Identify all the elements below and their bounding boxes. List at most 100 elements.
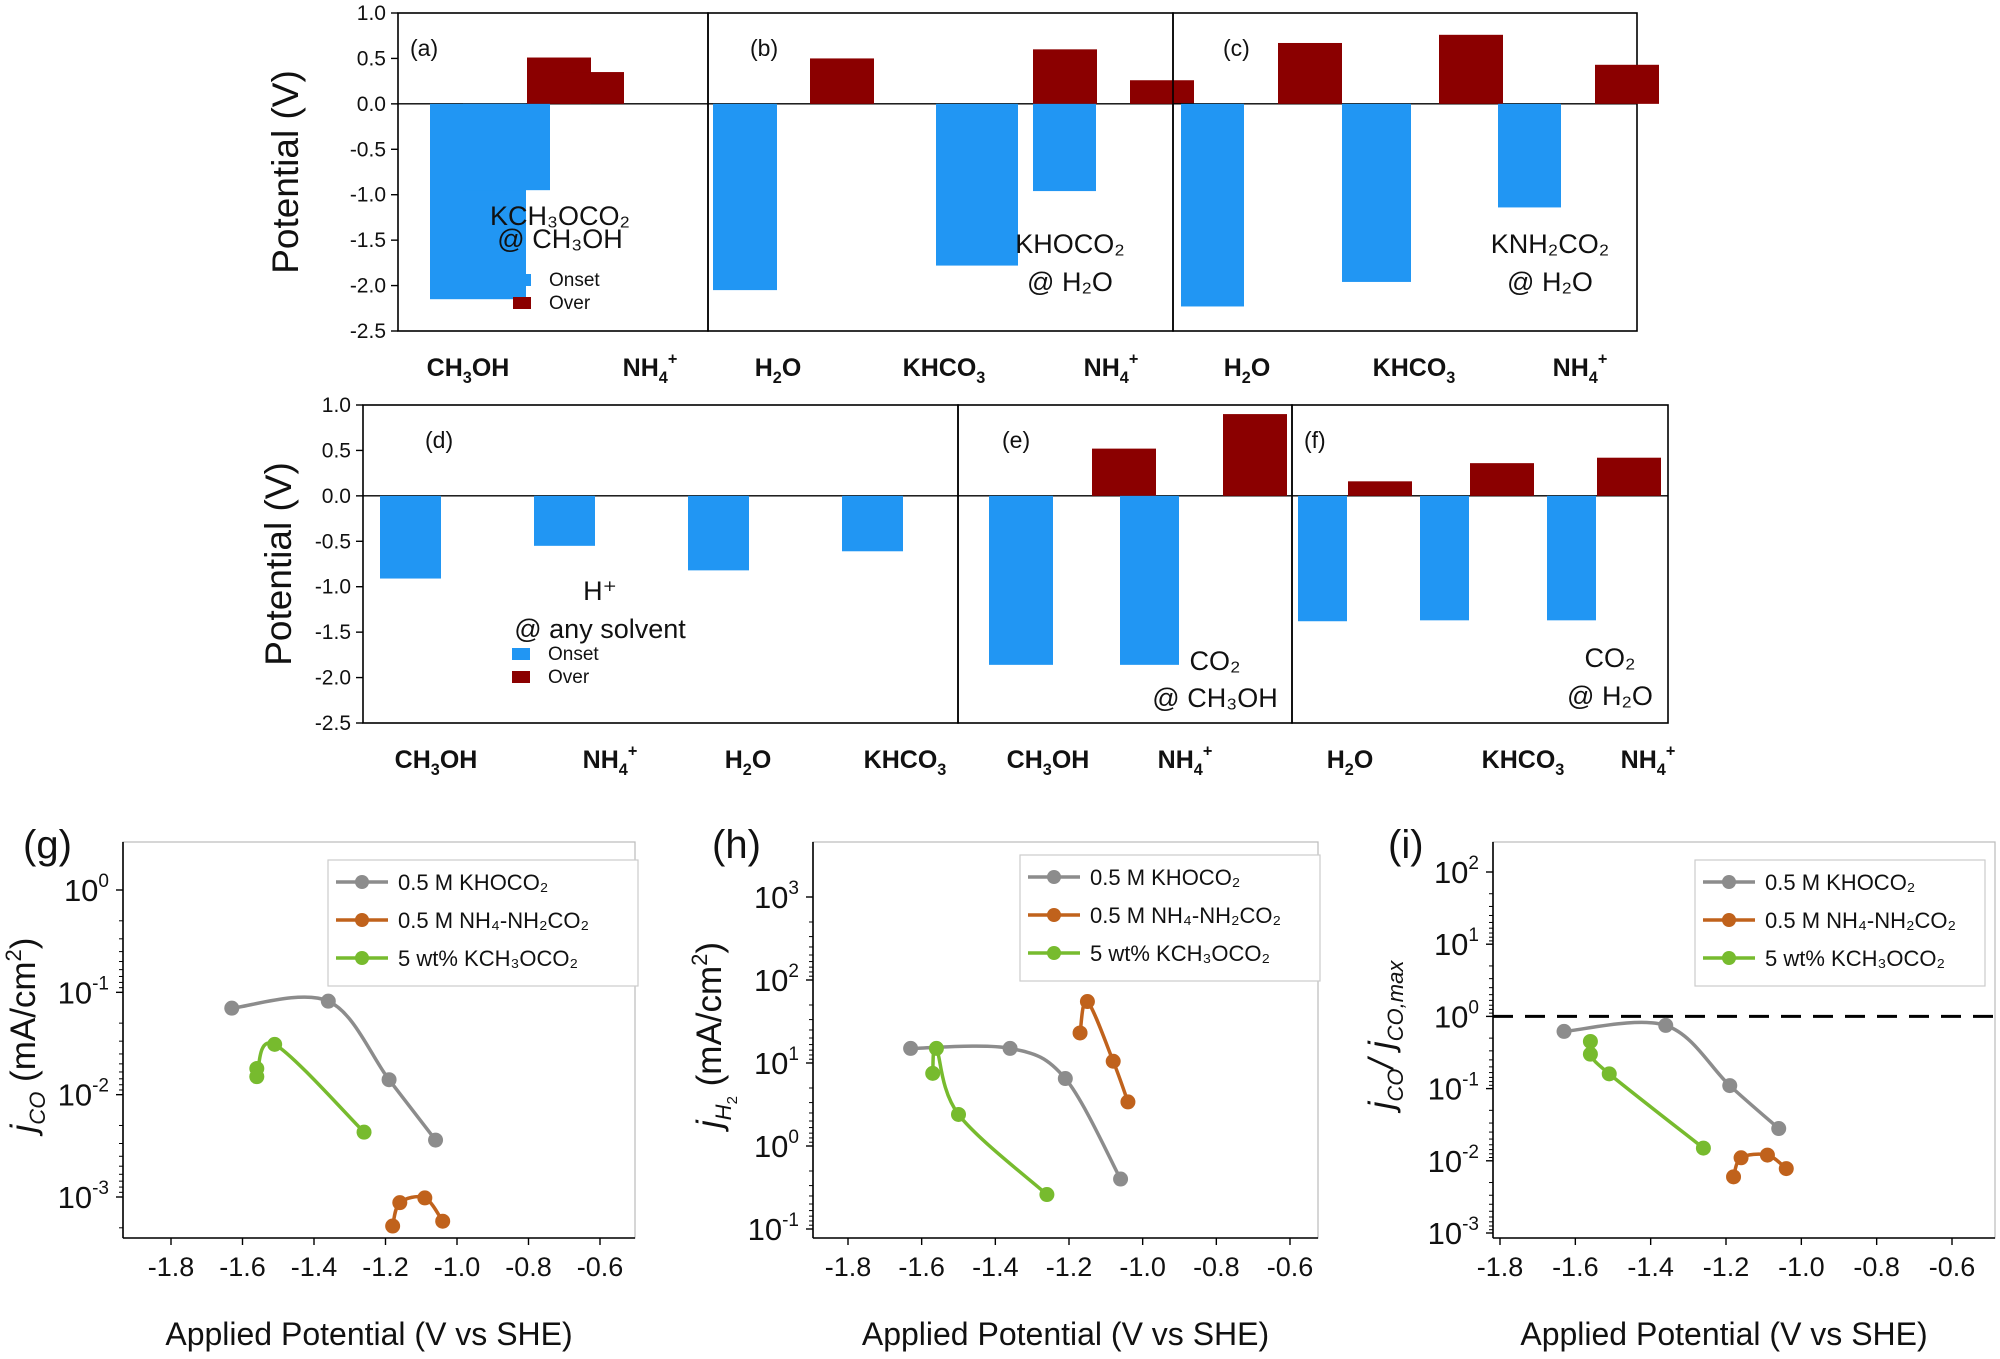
legend-marker-1 (355, 913, 369, 927)
y-tick-label: 10-1 (748, 1210, 799, 1247)
x-tick-label: -0.6 (1267, 1252, 1314, 1282)
x-tick-label: -1.4 (1627, 1252, 1674, 1282)
category-label-NH4+: NH4+ (583, 742, 638, 779)
category-label-H2O: H2O (755, 354, 802, 387)
data-point-series-1-3 (1120, 1094, 1136, 1110)
over-bar-KHCO3 (1470, 463, 1534, 496)
line-panel-g: -1.8 -1.6 -1.4 -1.2 -1.0 -0.8 -0.6 100 10-1 10-2 1… (1, 823, 639, 1352)
series-line-2 (1587, 1041, 1705, 1150)
onset-bar-KHCO3 (842, 495, 903, 552)
annotation-line-2: @ H₂O (1027, 267, 1113, 297)
data-point-series-0-2 (1057, 1071, 1073, 1087)
over-bar-NH4+ (560, 72, 624, 104)
y-tick-label: 101 (754, 1044, 799, 1081)
line-panel-i: -1.8 -1.6 -1.4 -1.2 -1.0 -0.8 -0.6 102 101 100 10-… (1362, 823, 1996, 1352)
onset-bar-CH3OH (380, 495, 441, 579)
legend-label-2: 5 wt% KCH₃OCO₂ (1090, 941, 1270, 966)
y-tick-label: 100 (64, 871, 109, 908)
y-axis-label: Potential (V) (265, 70, 306, 274)
data-point-series-1-2 (1759, 1147, 1775, 1163)
over-bar-H2O (810, 58, 874, 104)
legend-label-onset: Onset (548, 644, 599, 665)
data-point-series-2-0 (1582, 1033, 1598, 1049)
y-tick-label: -0.5 (350, 138, 386, 161)
x-tick-label: -0.8 (505, 1252, 552, 1282)
onset-bar-NH4+ (1120, 495, 1179, 665)
y-tick-label: 10-2 (1428, 1142, 1479, 1179)
category-label-CH3OH: CH3OH (1007, 746, 1090, 779)
onset-bar-KHCO3 (1420, 495, 1469, 621)
onset-bar-NH4+ (463, 103, 550, 191)
y-tick-label: 10-3 (1428, 1214, 1479, 1251)
onset-bar-H2O (688, 495, 749, 571)
x-tick-label: -1.8 (148, 1252, 195, 1282)
category-label-NH4+: NH4+ (1621, 742, 1676, 779)
x-tick-label: -0.6 (1929, 1252, 1976, 1282)
y-tick-label: -1.0 (315, 576, 351, 599)
over-bar-KHCO3 (1439, 34, 1503, 104)
annotation-line-2: @ H₂O (1507, 267, 1593, 297)
legend-marker-0 (1722, 875, 1736, 889)
x-tick-label: -1.6 (1552, 1252, 1599, 1282)
data-point-series-1-1 (392, 1195, 408, 1211)
category-label-NH4+: NH4+ (623, 350, 678, 387)
legend-label-onset: Onset (549, 270, 600, 291)
x-tick-label: -1.4 (972, 1252, 1019, 1282)
y-tick-label: 0.0 (357, 93, 386, 116)
series-line-1 (1078, 999, 1130, 1103)
data-point-series-1-1 (1733, 1150, 1749, 1166)
bar-panel-a: 1.0 0.5 0.0 -0.5 -1.0 -1.5 -2.0 -2.5 Potential (… (265, 2, 709, 387)
y-tick-label: 10-1 (1428, 1070, 1479, 1107)
y-tick-label: 1.0 (322, 394, 351, 417)
data-point-series-2-3 (1695, 1140, 1711, 1156)
onset-bar-NH4+ (1033, 103, 1096, 192)
y-tick-label: 100 (754, 1127, 799, 1164)
x-axis-label: Applied Potential (V vs SHE) (1520, 1316, 1927, 1352)
x-tick-label: -1.8 (1477, 1252, 1524, 1282)
legend-label-2: 5 wt% KCH₃OCO₂ (1765, 946, 1945, 971)
series-line-0 (231, 995, 437, 1142)
y-tick-label: -1.0 (350, 184, 386, 207)
y-axis-label: jCO (mA/cm2) (1, 938, 50, 1137)
data-point-series-1-3 (435, 1213, 451, 1229)
legend-marker-2 (355, 951, 369, 965)
data-point-series-0-0 (1556, 1023, 1572, 1039)
x-axis-label: Applied Potential (V vs SHE) (862, 1316, 1269, 1352)
y-axis-label: Potential (V) (258, 462, 299, 666)
x-tick-label: -1.2 (1703, 1252, 1750, 1282)
category-label-KHCO3: KHCO3 (864, 746, 947, 779)
category-label-CH3OH: CH3OH (395, 746, 478, 779)
y-tick-label: 103 (754, 878, 799, 915)
over-bar-KHCO3 (1033, 49, 1097, 104)
legend-marker-2 (1047, 946, 1061, 960)
category-label-NH4+: NH4+ (1553, 350, 1608, 387)
panel-letter: (h) (712, 823, 761, 867)
legend-label-0: 0.5 M KHOCO₂ (1090, 865, 1240, 890)
y-tick-label: -1.5 (350, 229, 386, 252)
onset-bar-H2O (713, 103, 777, 291)
data-point-series-0-0 (903, 1040, 919, 1056)
data-point-series-2-3 (1039, 1187, 1055, 1203)
y-tick-label: 1.0 (357, 2, 386, 25)
panel-letter: (f) (1304, 427, 1326, 453)
annotation-line-1: KNH₂CO₂ (1491, 229, 1609, 259)
legend-marker-2 (1722, 951, 1736, 965)
data-point-series-2-2 (267, 1036, 283, 1052)
category-label-H2O: H2O (1327, 746, 1374, 779)
y-tick-label: -2.0 (315, 667, 351, 690)
data-point-series-0-0 (224, 1000, 240, 1016)
annotation-line-1: KHOCO₂ (1015, 229, 1125, 259)
legend-label-over: Over (549, 293, 591, 314)
y-tick-label: 10-3 (58, 1178, 109, 1215)
over-bar-NH4+ (1597, 457, 1661, 496)
legend-label-over: Over (548, 667, 590, 688)
data-point-series-0-3 (1113, 1171, 1129, 1187)
data-point-series-2-0 (928, 1040, 944, 1056)
data-point-series-1-0 (1072, 1025, 1088, 1041)
legend-swatch-onset (512, 648, 530, 660)
data-point-series-1-3 (1778, 1161, 1794, 1177)
legend-swatch-over (512, 671, 530, 683)
x-tick-label: -0.6 (577, 1252, 624, 1282)
legend-marker-1 (1047, 908, 1061, 922)
category-label-KHCO3: KHCO3 (903, 354, 986, 387)
